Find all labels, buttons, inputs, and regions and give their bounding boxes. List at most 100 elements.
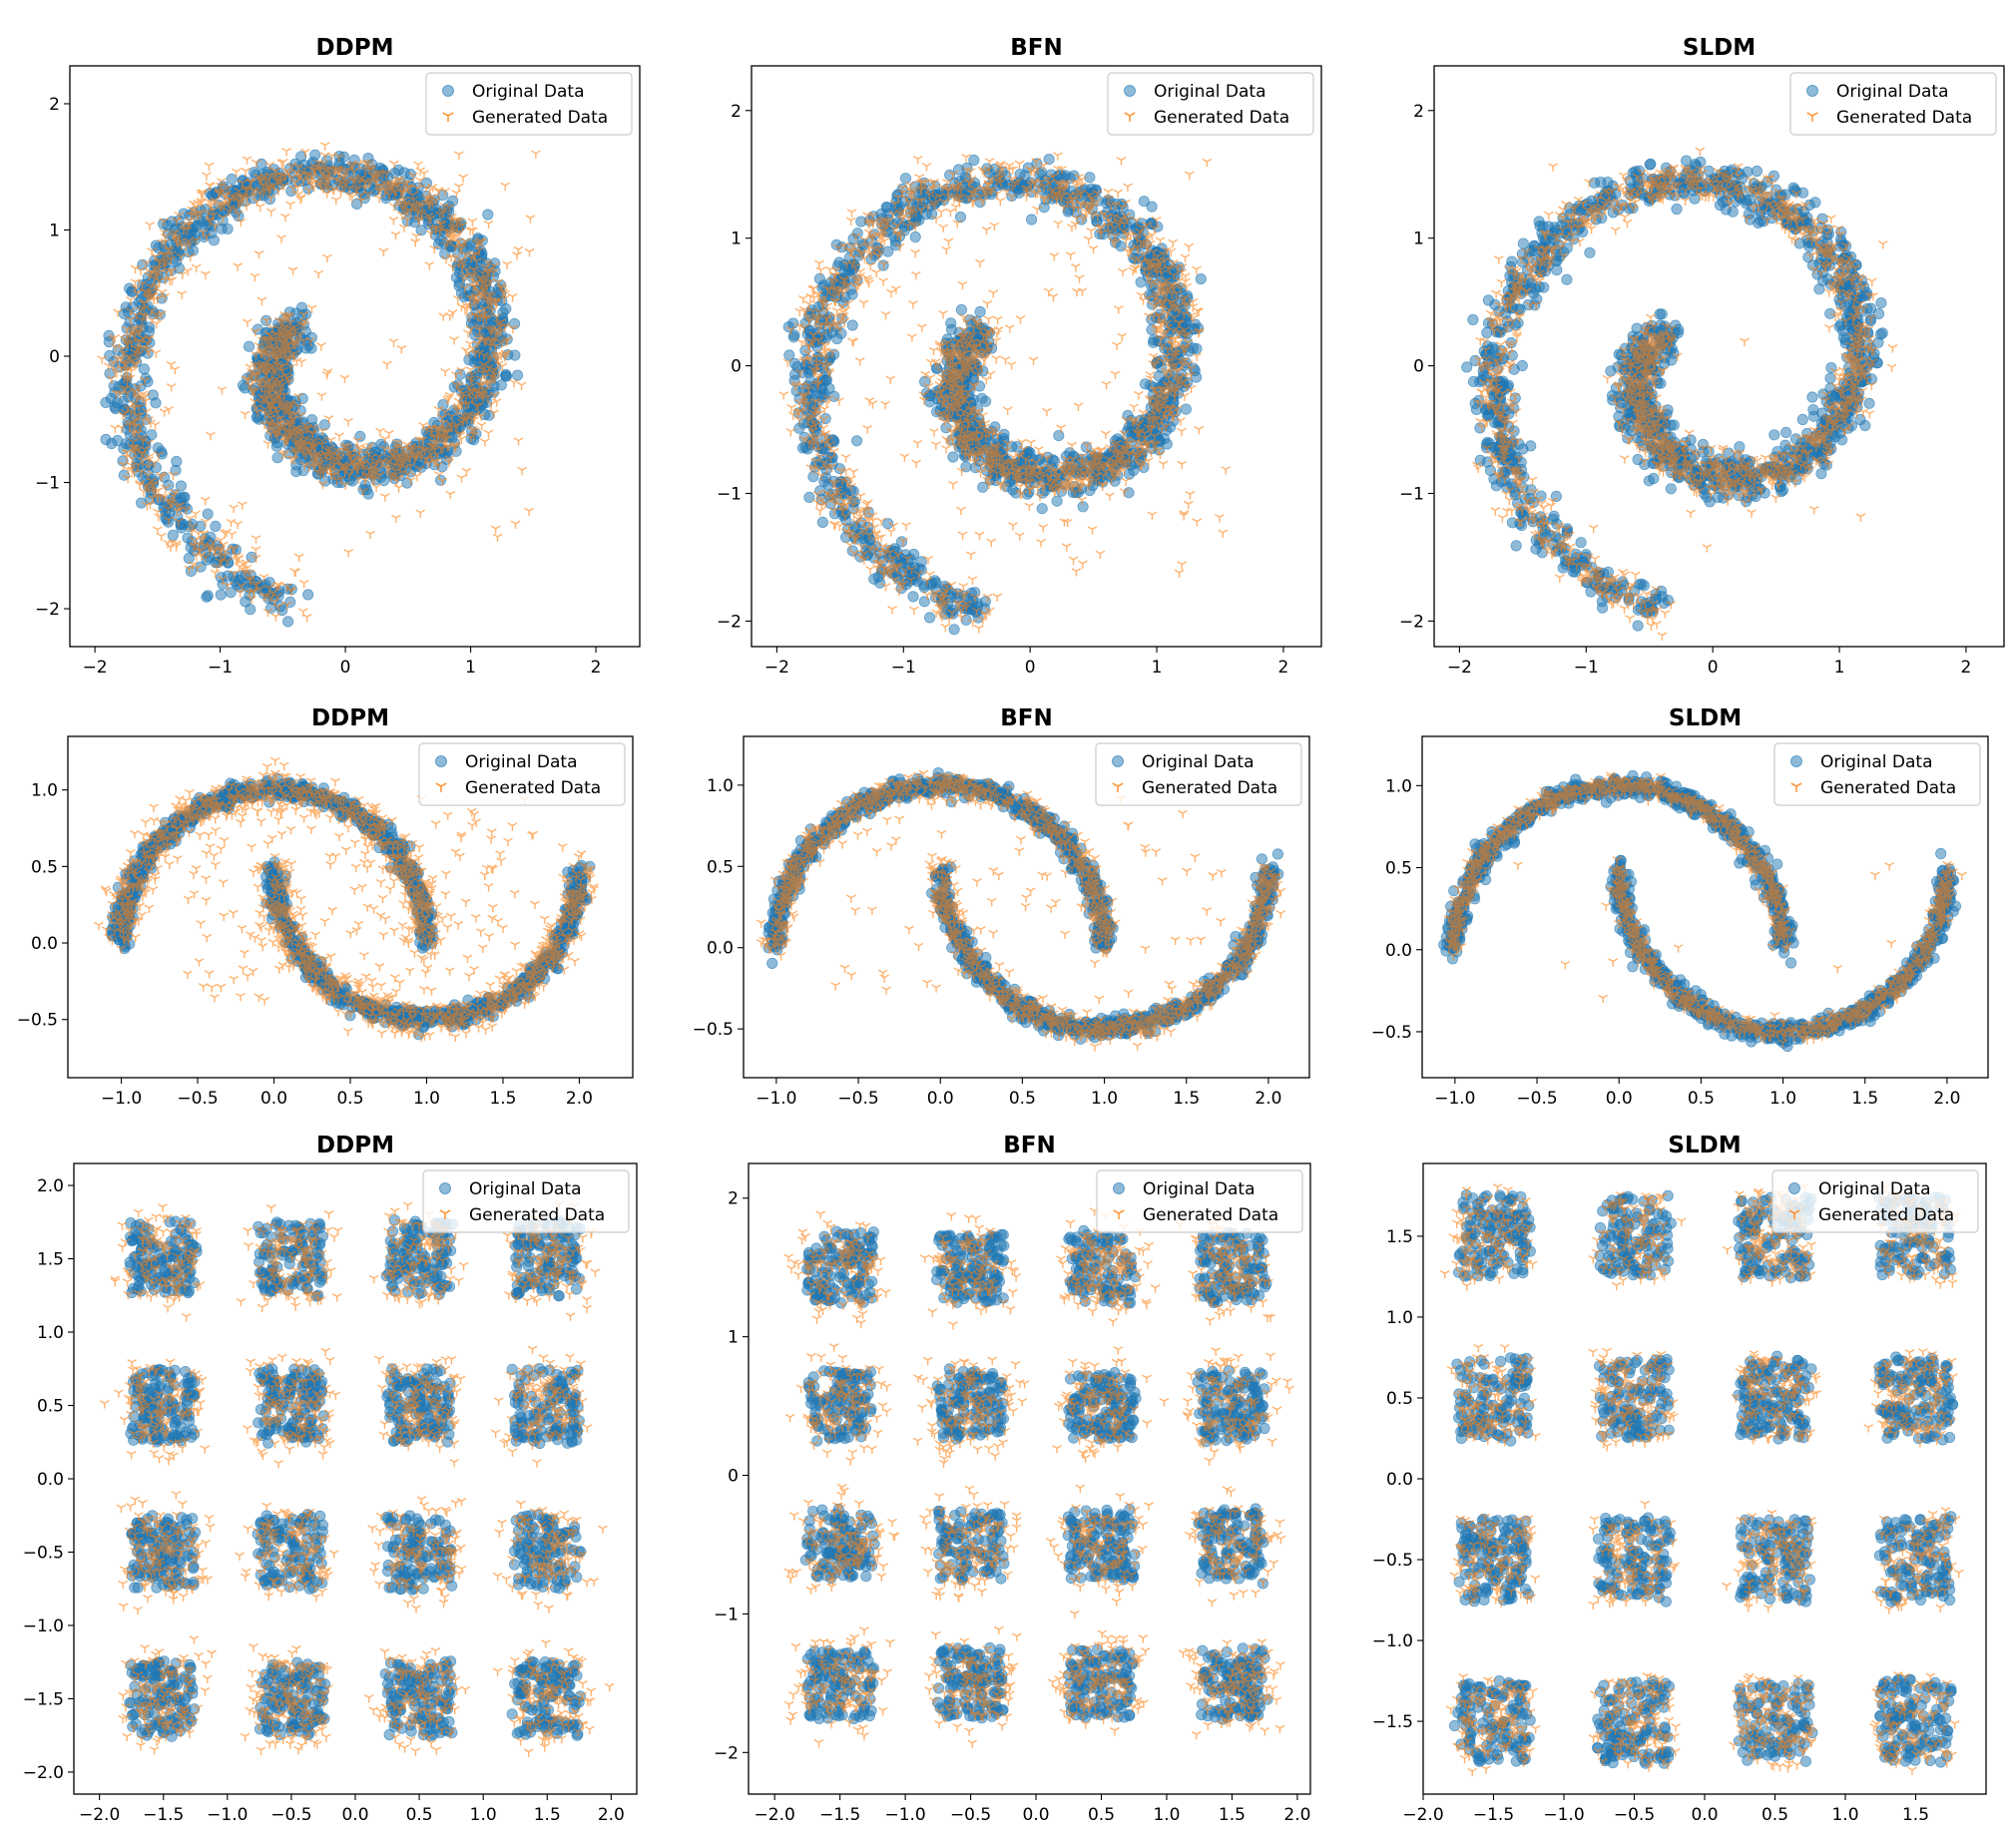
data-point-original	[450, 271, 462, 283]
data-point-original	[1648, 472, 1660, 485]
axes-frame	[1433, 65, 2005, 648]
data-point-original	[1561, 273, 1573, 285]
data-point-original	[201, 591, 213, 603]
y-tick-label: 1	[731, 230, 742, 249]
data-point-original	[255, 158, 267, 170]
y-tick-label: −2	[35, 600, 60, 620]
data-point-original	[1026, 214, 1038, 226]
data-point-original	[1077, 501, 1089, 513]
data-point-original	[1525, 440, 1537, 452]
data-point-original	[846, 319, 858, 331]
data-point-original	[354, 430, 366, 442]
chart-panel-two-moons-ddpm: −1.0 −0.5 0.0 0.5 1.0 1.5 2.0−0.50.00.51.0DDPM…	[17, 705, 634, 1109]
y-tick-label: 0	[49, 347, 60, 367]
data-point-original	[1537, 221, 1549, 232]
data-point-original	[1053, 429, 1065, 442]
data-point-original	[1551, 263, 1563, 276]
data-point-original	[511, 369, 524, 381]
x-tick-label: −2	[83, 658, 108, 678]
x-tick-label: −2	[764, 658, 789, 678]
data-point-original	[1714, 199, 1727, 212]
data-point-original	[123, 306, 135, 318]
data-point-original	[500, 302, 512, 315]
data-point-original	[1876, 327, 1888, 339]
data-point-original	[1146, 201, 1158, 213]
data-point-original	[1824, 372, 1836, 384]
x-tick-label: −1	[1574, 658, 1599, 678]
data-point-original	[974, 305, 986, 318]
data-point-original	[1863, 397, 1875, 409]
data-point-original	[1550, 490, 1563, 502]
data-point-original	[226, 173, 238, 186]
x-tick-label: 2	[591, 658, 602, 678]
data-point-original	[297, 465, 309, 477]
legend-marker-original	[442, 85, 454, 97]
data-point-original	[1656, 308, 1668, 320]
data-point-original	[175, 480, 187, 492]
legend-marker-original	[1124, 85, 1136, 97]
data-point-original	[855, 216, 867, 228]
data-point-original	[1665, 483, 1677, 495]
data-point-original	[1595, 177, 1607, 189]
y-tick-label: 0	[1413, 357, 1424, 377]
data-point-original	[1751, 165, 1764, 178]
x-tick-label: −2	[1447, 658, 1472, 678]
data-point-original	[171, 455, 183, 468]
chart-title: SLDM	[1683, 35, 1756, 61]
x-tick-label: 1	[1152, 658, 1163, 678]
data-point-original	[1195, 272, 1207, 285]
data-point-original	[225, 587, 237, 599]
data-point-original	[137, 471, 149, 483]
x-tick-label: 0	[1025, 658, 1036, 678]
data-point-original	[482, 209, 494, 221]
data-point-original	[147, 389, 159, 401]
data-point-original	[1655, 585, 1668, 597]
data-point-original	[1584, 246, 1596, 258]
data-point-original	[509, 349, 521, 361]
data-point-original	[1467, 313, 1479, 325]
data-point-original	[195, 520, 207, 533]
x-tick-label: 2	[1961, 658, 1972, 678]
data-point-original	[1036, 503, 1048, 515]
data-point-original	[178, 208, 190, 220]
y-tick-label: 2	[731, 102, 742, 122]
data-point-original	[183, 552, 195, 565]
data-point-original	[918, 581, 930, 594]
legend-label-generated: Generated Data	[472, 108, 608, 128]
data-point-original	[1180, 403, 1193, 415]
legend-marker-original	[1806, 85, 1818, 97]
data-point-original	[495, 379, 507, 391]
data-point-original	[161, 514, 173, 526]
data-point-original	[1837, 324, 1849, 337]
data-point-original	[1508, 425, 1520, 437]
data-point-original	[210, 520, 222, 533]
data-point-original	[895, 536, 908, 548]
x-tick-label: 1	[1834, 658, 1845, 678]
y-tick-label: −1	[35, 474, 60, 494]
data-point-original	[1575, 537, 1587, 549]
legend-label-generated: Generated Data	[1154, 108, 1289, 128]
data-point-original	[215, 589, 227, 601]
data-point-original	[271, 452, 283, 464]
data-point-original	[1768, 429, 1780, 441]
y-tick-label: 1	[1413, 230, 1424, 249]
y-tick-label: 1	[49, 221, 60, 240]
data-point-original	[787, 331, 799, 343]
legend-label-original: Original Data	[1154, 82, 1266, 102]
data-point-original	[176, 522, 188, 534]
x-tick-label: 0	[340, 658, 351, 678]
y-tick-label: −2	[717, 612, 742, 632]
data-point-original	[909, 230, 921, 243]
data-point-original	[1484, 464, 1497, 477]
y-tick-label: −1	[1399, 485, 1424, 505]
data-point-original	[302, 589, 314, 601]
data-point-original	[831, 332, 843, 345]
data-point-original	[1824, 307, 1836, 319]
data-point-original	[230, 576, 242, 588]
data-point-original	[1780, 426, 1792, 438]
data-point-original	[1506, 255, 1518, 267]
data-point-original	[1815, 468, 1827, 480]
